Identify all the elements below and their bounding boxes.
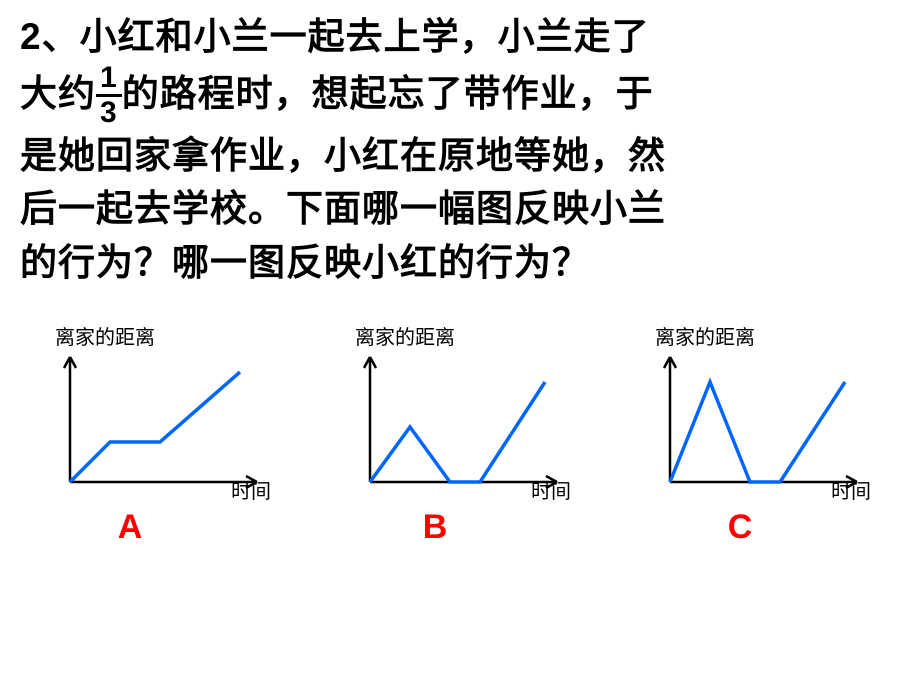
chart-b-letter: B <box>305 508 565 547</box>
chart-a: 离家的距离 时间 A <box>55 321 265 547</box>
q-line1a: 小红和小兰一起去上学，小兰走了 <box>80 17 650 58</box>
chart-a-body: 时间 <box>55 352 265 502</box>
chart-b-body: 时间 <box>355 352 565 502</box>
chart-b: 离家的距离 时间 B <box>355 321 565 547</box>
charts-row: 离家的距离 时间 A 离家的距离 时间 B 离家的距离 时间 C <box>0 291 920 547</box>
chart-b-ylabel: 离家的距离 <box>355 321 565 350</box>
q-line5: 的行为？哪一图反映小红的行为？ <box>20 243 590 284</box>
chart-c-letter: C <box>615 508 865 547</box>
chart-c: 离家的距离 时间 C <box>655 321 865 547</box>
chart-a-xlabel: 时间 <box>231 475 271 504</box>
fraction-one-third: 13 <box>96 63 122 128</box>
chart-c-xlabel: 时间 <box>831 475 871 504</box>
question-sep: 、 <box>42 17 80 58</box>
fraction-top: 1 <box>96 63 122 97</box>
chart-a-ylabel: 离家的距离 <box>55 321 265 350</box>
chart-b-xlabel: 时间 <box>531 475 571 504</box>
q-line2b: 的路程时，想起忘了带作业，于 <box>122 74 654 115</box>
chart-a-letter: A <box>0 508 265 547</box>
q-line2a: 大约 <box>20 74 96 115</box>
chart-c-body: 时间 <box>655 352 865 502</box>
chart-c-ylabel: 离家的距离 <box>655 321 865 350</box>
question-text: 2、小红和小兰一起去上学，小兰走了 大约13的路程时，想起忘了带作业，于 是她回… <box>0 0 920 291</box>
q-line4: 后一起去学校。下面哪一幅图反映小兰 <box>20 189 666 230</box>
fraction-bot: 3 <box>96 97 122 128</box>
question-number: 2 <box>20 16 42 57</box>
q-line3: 是她回家拿作业，小红在原地等她，然 <box>20 136 666 177</box>
